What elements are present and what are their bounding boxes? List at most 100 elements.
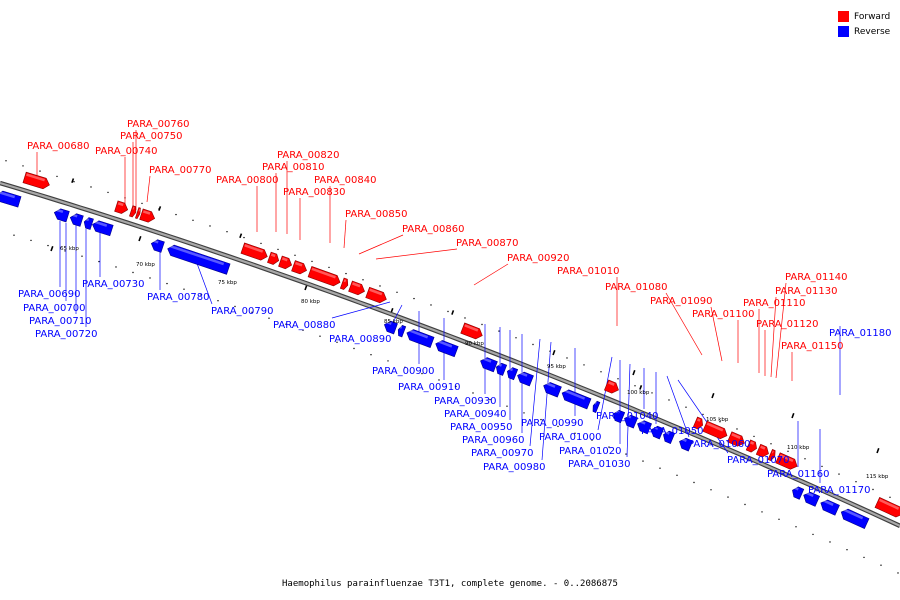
forward-gene-arrow[interactable]	[267, 251, 280, 266]
gene-shape[interactable]	[591, 400, 601, 413]
forward-gene-label[interactable]: PARA_00840	[314, 175, 376, 186]
reverse-gene-arrow[interactable]	[790, 485, 805, 500]
forward-gene-label[interactable]: PARA_00810	[262, 162, 324, 173]
reverse-gene-arrow[interactable]	[516, 370, 534, 387]
gene-shape[interactable]	[69, 212, 84, 227]
forward-gene-label[interactable]: PARA_01100	[692, 309, 754, 320]
gene-shape[interactable]	[692, 416, 705, 430]
gene-shape[interactable]	[434, 339, 459, 358]
reverse-gene-label[interactable]: PARA_01050	[641, 426, 703, 437]
reverse-gene-arrow[interactable]	[434, 339, 459, 358]
forward-gene-label[interactable]: PARA_01110	[743, 298, 805, 309]
gene-shape[interactable]	[307, 266, 342, 287]
forward-gene-label[interactable]: PARA_00920	[507, 253, 569, 264]
reverse-gene-arrow[interactable]	[382, 319, 398, 335]
gene-shape[interactable]	[348, 280, 367, 296]
gene-shape[interactable]	[479, 356, 498, 373]
forward-gene-arrow[interactable]	[339, 277, 349, 290]
gene-shape[interactable]	[150, 238, 165, 253]
forward-gene-arrow[interactable]	[874, 497, 900, 519]
forward-gene-label[interactable]: PARA_00770	[149, 165, 211, 176]
gene-shape[interactable]	[702, 420, 729, 441]
forward-gene-arrow[interactable]	[745, 439, 759, 454]
reverse-gene-label[interactable]: PARA_01040	[596, 411, 658, 422]
gene-shape[interactable]	[405, 328, 435, 348]
gene-shape[interactable]	[139, 208, 157, 224]
reverse-gene-arrow[interactable]	[405, 328, 435, 348]
forward-gene-label[interactable]: PARA_00750	[120, 131, 182, 142]
gene-shape[interactable]	[677, 436, 694, 452]
forward-gene-label[interactable]: PARA_00860	[402, 224, 464, 235]
reverse-gene-label[interactable]: PARA_01020	[559, 446, 621, 457]
reverse-gene-arrow[interactable]	[53, 207, 70, 223]
reverse-gene-label[interactable]: PARA_01160	[767, 469, 829, 480]
forward-gene-label[interactable]: PARA_00800	[216, 175, 278, 186]
forward-gene-label[interactable]: PARA_00820	[277, 150, 339, 161]
reverse-gene-label[interactable]: PARA_00710	[29, 316, 91, 327]
reverse-gene-label[interactable]: PARA_00880	[273, 320, 335, 331]
forward-gene-arrow[interactable]	[291, 260, 309, 276]
gene-shape[interactable]	[560, 388, 592, 410]
gene-shape[interactable]	[460, 322, 485, 341]
reverse-gene-label[interactable]: PARA_01000	[539, 432, 601, 443]
reverse-gene-label[interactable]: PARA_00780	[147, 292, 209, 303]
gene-shape[interactable]	[505, 366, 519, 381]
forward-gene-label[interactable]: PARA_00760	[127, 119, 189, 130]
reverse-gene-arrow[interactable]	[819, 498, 840, 516]
gene-shape[interactable]	[396, 325, 407, 338]
gene-shape[interactable]	[291, 260, 309, 276]
forward-gene-label[interactable]: PARA_00850	[345, 209, 407, 220]
gene-shape[interactable]	[114, 200, 130, 215]
reverse-gene-label[interactable]: PARA_00790	[211, 306, 273, 317]
reverse-gene-arrow[interactable]	[0, 190, 22, 208]
gene-shape[interactable]	[53, 207, 70, 223]
forward-gene-arrow[interactable]	[365, 286, 389, 304]
reverse-gene-arrow[interactable]	[677, 436, 694, 452]
forward-gene-arrow[interactable]	[692, 416, 705, 430]
reverse-gene-arrow[interactable]	[622, 413, 639, 429]
gene-shape[interactable]	[611, 409, 626, 424]
gene-shape[interactable]	[22, 171, 51, 190]
reverse-gene-label[interactable]: PARA_00950	[450, 422, 512, 433]
reverse-gene-arrow[interactable]	[494, 362, 508, 376]
forward-gene-label[interactable]: PARA_01120	[756, 319, 818, 330]
reverse-gene-label[interactable]: PARA_00930	[434, 396, 496, 407]
gene-shape[interactable]	[494, 362, 508, 376]
gene-shape[interactable]	[790, 485, 805, 500]
gene-shape[interactable]	[339, 277, 349, 290]
reverse-gene-label[interactable]: PARA_01180	[829, 328, 891, 339]
forward-gene-arrow[interactable]	[702, 420, 729, 441]
forward-gene-label[interactable]: PARA_00680	[27, 141, 89, 152]
reverse-gene-label[interactable]: PARA_00980	[483, 462, 545, 473]
gene-shape[interactable]	[635, 419, 652, 435]
forward-gene-arrow[interactable]	[755, 443, 770, 458]
gene-shape[interactable]	[135, 207, 141, 219]
reverse-gene-label[interactable]: PARA_00960	[462, 435, 524, 446]
reverse-gene-label[interactable]: PARA_00720	[35, 329, 97, 340]
forward-gene-arrow[interactable]	[727, 431, 746, 448]
gene-shape[interactable]	[240, 242, 269, 262]
forward-gene-label[interactable]: PARA_01080	[605, 282, 667, 293]
forward-gene-arrow[interactable]	[240, 242, 269, 262]
reverse-gene-arrow[interactable]	[396, 325, 407, 338]
gene-shape[interactable]	[727, 431, 746, 448]
reverse-gene-arrow[interactable]	[611, 409, 626, 424]
gene-shape[interactable]	[166, 244, 231, 275]
gene-shape[interactable]	[649, 425, 665, 440]
forward-gene-arrow[interactable]	[604, 379, 620, 395]
reverse-gene-label[interactable]: PARA_00690	[18, 289, 80, 300]
reverse-gene-label[interactable]: PARA_00970	[471, 448, 533, 459]
reverse-gene-arrow[interactable]	[150, 238, 165, 253]
forward-gene-label[interactable]: PARA_01140	[785, 272, 847, 283]
gene-shape[interactable]	[83, 217, 94, 230]
forward-gene-label[interactable]: PARA_00830	[283, 187, 345, 198]
gene-shape[interactable]	[745, 439, 759, 454]
gene-shape[interactable]	[129, 205, 137, 218]
forward-gene-arrow[interactable]	[129, 205, 137, 218]
forward-gene-arrow[interactable]	[278, 255, 294, 270]
reverse-gene-label[interactable]: PARA_00910	[398, 382, 460, 393]
forward-gene-arrow[interactable]	[139, 208, 157, 224]
gene-shape[interactable]	[91, 219, 114, 237]
reverse-gene-arrow[interactable]	[839, 507, 870, 530]
reverse-gene-arrow[interactable]	[505, 366, 519, 381]
